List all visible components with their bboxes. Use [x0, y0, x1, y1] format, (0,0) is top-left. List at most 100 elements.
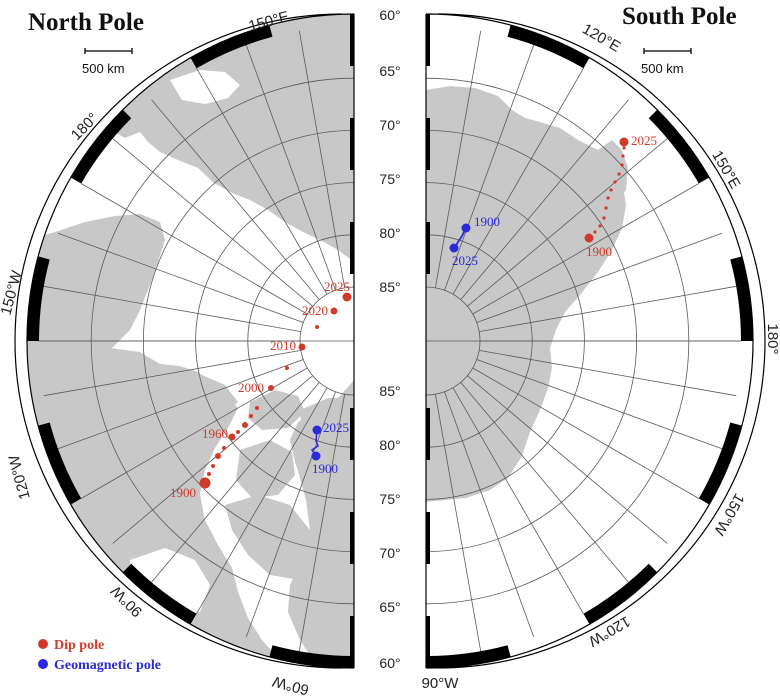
- north-frame-ticks: [27, 25, 354, 668]
- north-graticule: [39, 26, 354, 656]
- south-dip-dot: [621, 154, 625, 158]
- legend: Dip pole Geomagnetic pole: [38, 638, 161, 673]
- frame-tick-band: [122, 563, 197, 625]
- meridian-line: [298, 30, 346, 288]
- south-side-ticks: [426, 14, 430, 668]
- north-land-greenland: [288, 380, 354, 668]
- north-geo-track: 2025 1900: [310, 420, 349, 476]
- north-land-baffin: [225, 495, 318, 580]
- north-dip-dot: [207, 472, 211, 476]
- south-land-antarctica-east-coast: [598, 140, 628, 200]
- meridian-line: [472, 183, 699, 315]
- north-dip-dot: [222, 446, 226, 450]
- south-scale-bar: 500 km: [641, 48, 692, 76]
- south-lon-label-120e: 120°E: [579, 20, 623, 55]
- north-scale-bar: 500 km: [82, 48, 133, 76]
- south-geo-label-2025: 2025: [452, 253, 478, 268]
- meridian-line: [452, 387, 584, 614]
- latitude-label: 70°: [379, 117, 400, 133]
- south-dip-2025-marker: [619, 137, 629, 147]
- legend-geo-label: Geomagnetic pole: [54, 658, 161, 673]
- north-dip-dot: [236, 430, 240, 434]
- north-land-archipelago-3: [236, 440, 295, 498]
- meridian-line: [196, 387, 328, 614]
- meridian-line: [467, 138, 668, 307]
- latitude-label: 85°: [379, 279, 400, 295]
- meridian-line: [444, 391, 535, 638]
- south-dip-dot: [620, 163, 624, 167]
- south-geo-label-1900: 1900: [474, 214, 500, 229]
- frame-tick-band: [426, 645, 511, 668]
- meridian-line: [43, 349, 301, 397]
- north-dip-1960-marker: [228, 433, 236, 441]
- legend-geo-marker: [38, 659, 48, 669]
- south-dip-dot: [593, 230, 597, 234]
- latitude-label: 70°: [379, 545, 400, 561]
- latitude-label: 60°: [379, 655, 400, 671]
- north-dip-dot: [211, 464, 215, 468]
- meridian-line: [444, 44, 535, 291]
- frame-tick-band: [648, 109, 710, 184]
- south-dip-dot: [609, 188, 613, 192]
- north-dip-label-2025: 2025: [324, 279, 350, 294]
- meridian-line: [112, 138, 313, 307]
- north-dip-2000-marker: [268, 385, 274, 391]
- meridian-line: [476, 359, 723, 450]
- frame-tick-band: [698, 422, 742, 505]
- meridian-line: [467, 375, 668, 544]
- side-tick-band: [350, 616, 354, 668]
- side-tick-band: [350, 512, 354, 564]
- south-dip-label-2025: 2025: [631, 133, 657, 148]
- north-dip-2025-marker: [342, 292, 352, 302]
- south-land: [426, 86, 628, 502]
- south-dip-label-1900: 1900: [586, 244, 612, 259]
- south-dip-dot: [622, 146, 626, 150]
- side-tick-band: [426, 222, 430, 274]
- latitude-label: 80°: [379, 225, 400, 241]
- north-lon-label-60w: 60°W: [270, 672, 311, 698]
- legend-dip-label: Dip pole: [54, 638, 104, 653]
- meridian-line: [298, 394, 346, 652]
- latitude-labels: 60° 65° 70° 75° 80° 85° 85° 80° 75° 70° 65° 60°: [379, 7, 400, 671]
- north-dip-dot: [249, 414, 253, 418]
- frame-tick-band: [730, 256, 753, 341]
- meridian-line: [472, 367, 699, 499]
- frame-tick-band: [507, 25, 590, 69]
- north-land-archipelago-2: [248, 390, 305, 430]
- north-land-alaska: [27, 214, 165, 358]
- meridian-line: [245, 44, 336, 291]
- south-dip-dot: [604, 206, 608, 210]
- north-dip-label-1900: 1900: [170, 485, 196, 500]
- frame-tick-band: [269, 645, 354, 668]
- meridian-line: [81, 183, 308, 315]
- south-graticule: [426, 26, 741, 656]
- meridian-line: [434, 30, 482, 288]
- meridian-line: [196, 68, 328, 295]
- north-dip-dot: [242, 422, 248, 428]
- latitude-label: 75°: [379, 171, 400, 187]
- north-dip-year-labels: 1900 1960 2000 2010 2020 2025: [170, 279, 350, 500]
- north-dip-dot: [315, 325, 319, 329]
- side-tick-band: [350, 14, 354, 66]
- north-dip-label-2000: 2000: [238, 380, 264, 395]
- meridian-line: [151, 382, 320, 583]
- south-land-antarctica: [426, 86, 626, 502]
- south-dip-1900-marker: [584, 233, 594, 243]
- south-geo-track: 1900 2025: [449, 214, 500, 268]
- meridian-line: [57, 359, 304, 450]
- frame-tick-band: [27, 256, 50, 341]
- meridian-line: [151, 99, 320, 300]
- north-side-ticks: [350, 14, 354, 668]
- meridian-line: [460, 99, 629, 300]
- north-dip-dot: [215, 453, 221, 459]
- side-tick-band: [350, 408, 354, 460]
- south-dip-dot: [602, 216, 606, 220]
- frame-tick-band: [70, 109, 132, 184]
- side-tick-band: [350, 222, 354, 274]
- south-lon-label-180: 180°: [764, 323, 780, 354]
- south-title: South Pole: [622, 3, 737, 30]
- north-land-archipelago-1: [160, 372, 238, 420]
- north-dip-label-2020: 2020: [302, 303, 328, 318]
